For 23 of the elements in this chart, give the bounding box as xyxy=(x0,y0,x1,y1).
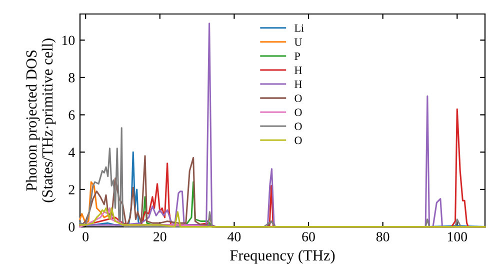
x-tick-label: 20 xyxy=(154,232,166,242)
x-tick-label: 40 xyxy=(228,232,241,242)
y-tick-label: 2 xyxy=(68,185,74,194)
y-tick-label: 4 xyxy=(68,148,75,157)
legend-label: H xyxy=(294,80,302,88)
y-axis-title: Phonon projected DOS (States/THz·primitive cell) xyxy=(26,38,56,202)
x-tick-label: 80 xyxy=(376,232,390,242)
legend-label: Li xyxy=(294,24,304,32)
x-axis-title: Frequency (THz) xyxy=(230,250,335,264)
x-tick-label: 0 xyxy=(82,232,89,242)
legend-label: O xyxy=(294,94,302,102)
y-tick-label: 10 xyxy=(62,36,75,46)
legend-label: H xyxy=(294,66,302,74)
legend-label: O xyxy=(294,122,302,130)
legend-label: P xyxy=(294,52,300,60)
x-tick-label: 100 xyxy=(448,232,468,242)
legend-label: U xyxy=(294,38,302,46)
y-tick-label: 6 xyxy=(68,110,75,120)
x-tick-label: 60 xyxy=(302,232,315,242)
legend-label: O xyxy=(294,108,302,116)
y-tick-label: 8 xyxy=(68,73,75,82)
legend-label: O xyxy=(294,136,302,144)
y-tick-label: 0 xyxy=(68,222,75,232)
